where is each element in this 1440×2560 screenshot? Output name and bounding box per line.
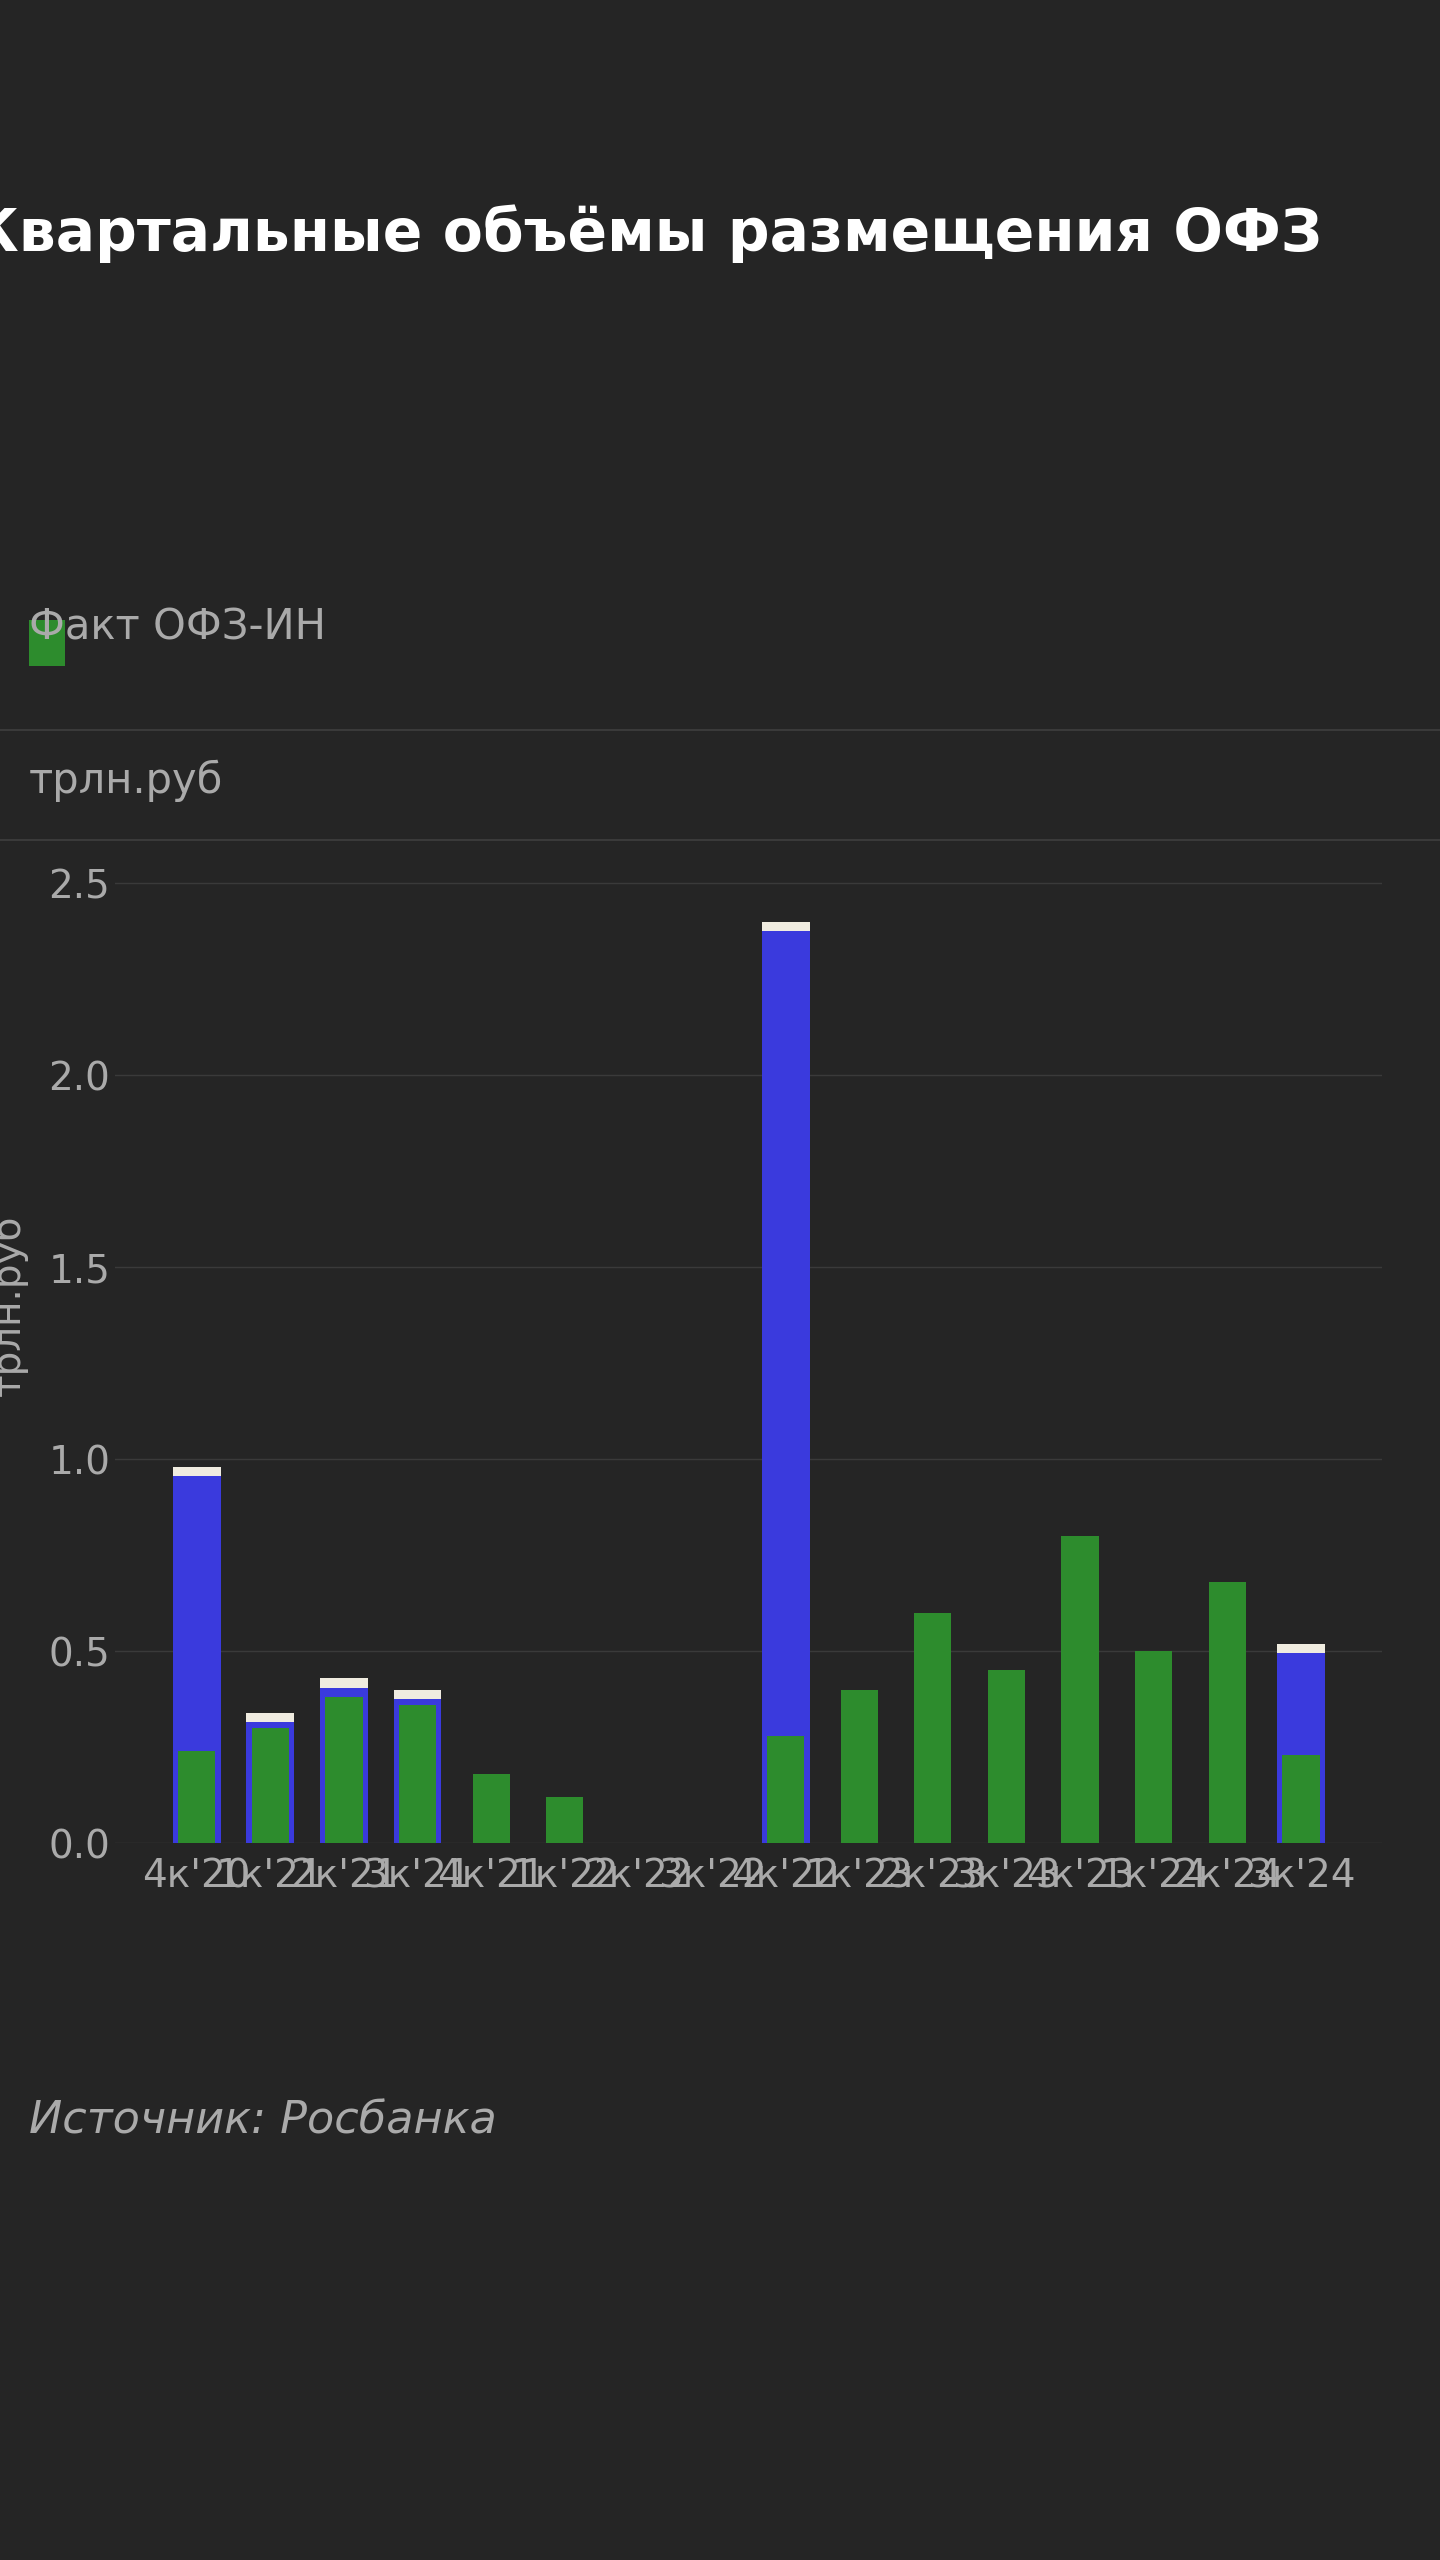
Bar <box>179 1751 216 1843</box>
Bar <box>1208 1582 1246 1843</box>
Bar <box>768 1736 805 1843</box>
Bar <box>472 1774 510 1843</box>
Bar <box>246 1713 294 1843</box>
Bar <box>914 1613 952 1843</box>
Bar <box>173 1467 220 1477</box>
Bar <box>841 1690 878 1843</box>
Text: трлн.руб: трлн.руб <box>29 760 223 801</box>
Bar <box>320 1679 367 1843</box>
Text: Источник: Росбанка: Источник: Росбанка <box>29 2099 497 2143</box>
Bar <box>393 1690 442 1843</box>
Bar <box>246 1713 294 1723</box>
Text: Квартальные объёмы размещения ОФЗ: Квартальные объёмы размещения ОФЗ <box>0 205 1322 264</box>
Bar <box>1061 1536 1099 1843</box>
Bar <box>1282 1756 1319 1843</box>
Bar <box>762 922 809 1843</box>
Bar <box>988 1669 1025 1843</box>
Bar <box>173 1467 220 1843</box>
Bar <box>1135 1651 1172 1843</box>
Bar <box>252 1728 289 1843</box>
Bar <box>546 1797 583 1843</box>
Bar <box>1277 1644 1325 1654</box>
Bar <box>1277 1644 1325 1843</box>
Bar <box>320 1679 367 1687</box>
Bar <box>325 1697 363 1843</box>
Y-axis label: трлн.руб: трлн.руб <box>0 1216 27 1395</box>
Text: Факт ОФЗ-ИН: Факт ОФЗ-ИН <box>29 607 325 648</box>
Bar <box>399 1705 436 1843</box>
Bar <box>393 1690 442 1700</box>
Bar <box>762 922 809 932</box>
